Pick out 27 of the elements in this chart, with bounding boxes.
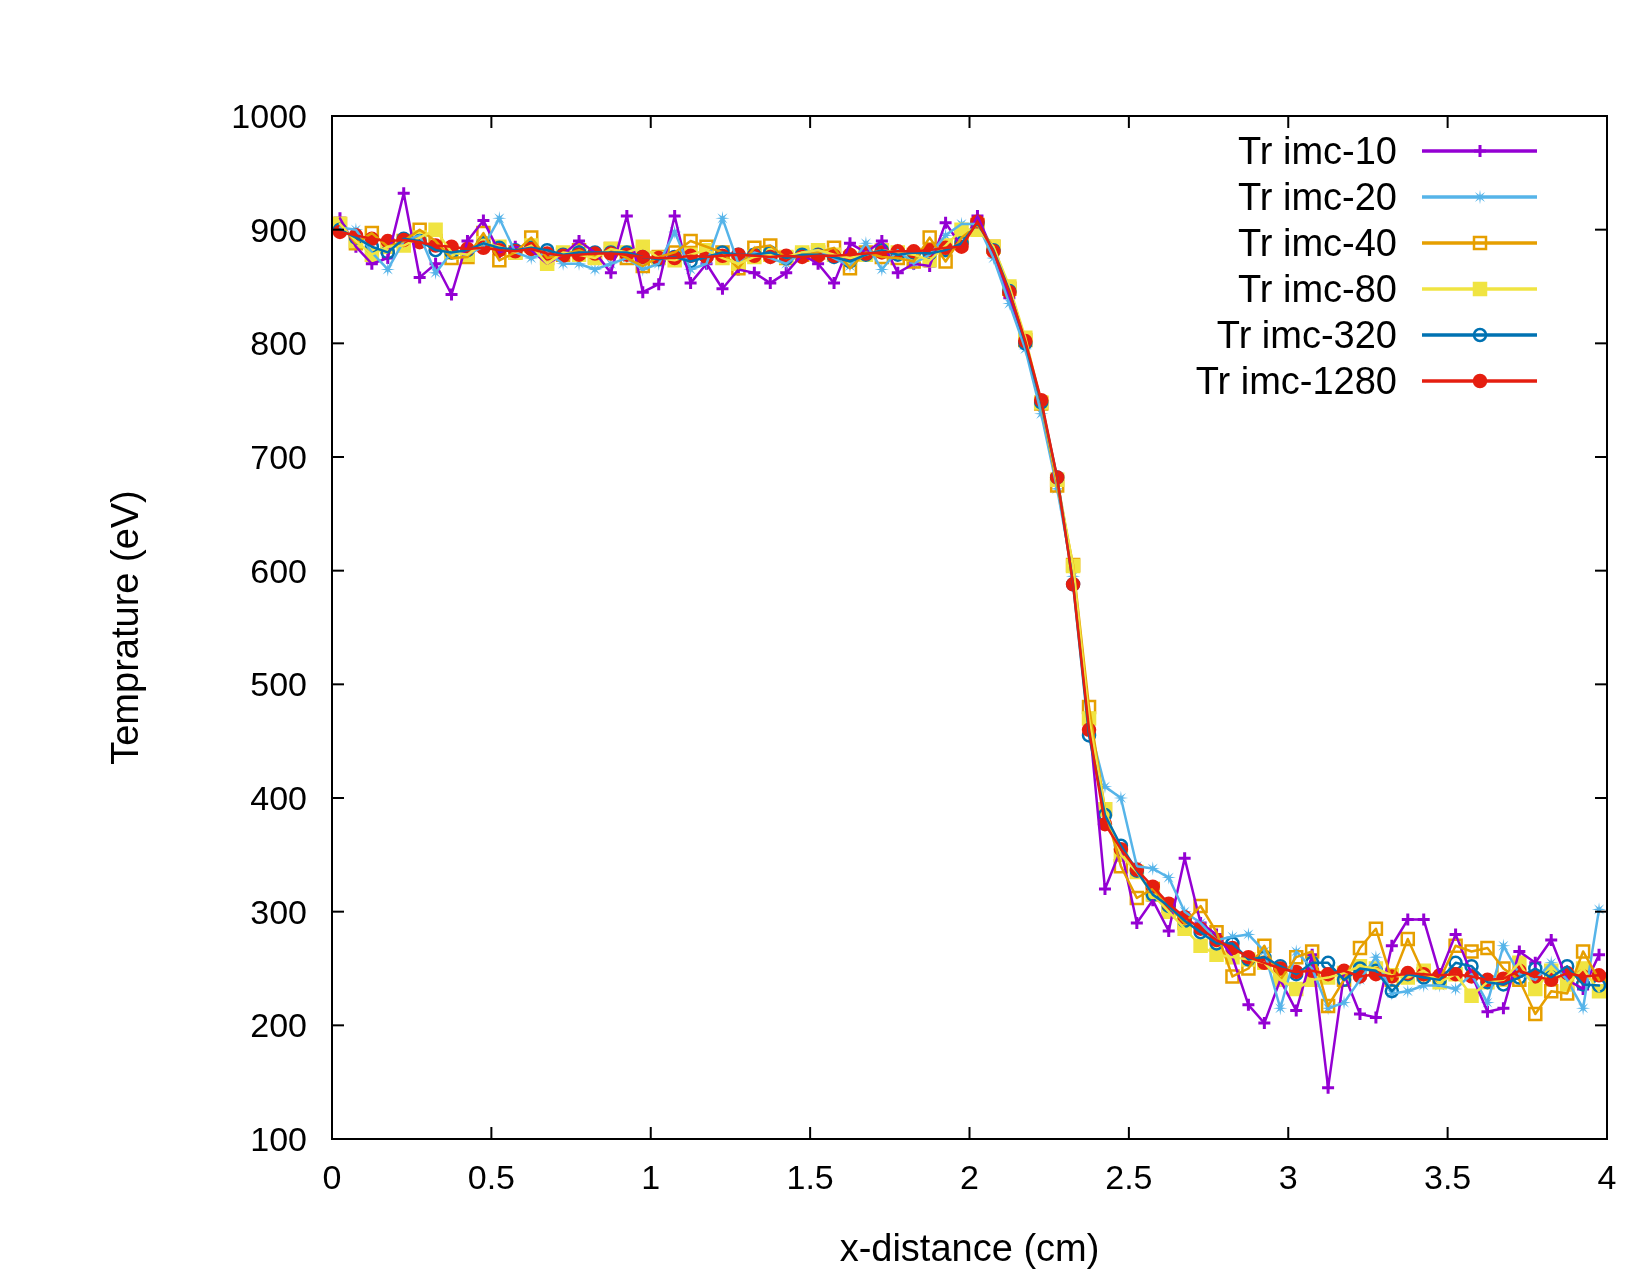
- x-tick-label: 2: [960, 1158, 979, 1196]
- legend-label: Tr imc-40: [1237, 222, 1397, 264]
- x-tick-label: 1.5: [786, 1158, 834, 1196]
- y-tick-label: 200: [250, 1006, 307, 1045]
- x-tick-label: 1: [641, 1158, 661, 1196]
- legend-label: Tr imc-80: [1237, 268, 1397, 310]
- y-tick-label: 700: [250, 438, 307, 476]
- y-tick-label: 100: [250, 1120, 307, 1158]
- legend-label: Tr imc-320: [1216, 314, 1397, 356]
- x-tick-label: 3: [1278, 1158, 1298, 1196]
- x-tick-label: 4: [1597, 1158, 1617, 1196]
- x-tick-label: 0.5: [467, 1158, 516, 1196]
- legend-label: Tr imc-10: [1237, 130, 1397, 172]
- y-tick-label: 600: [250, 551, 307, 590]
- x-tick-label: 0: [322, 1158, 342, 1196]
- y-tick-label: 500: [250, 665, 307, 704]
- y-tick-label: 800: [250, 324, 307, 363]
- x-tick-label: 3.5: [1423, 1158, 1472, 1196]
- y-tick-label: 400: [250, 779, 307, 817]
- y-tick-label: 300: [250, 892, 307, 931]
- legend-label: Tr imc-20: [1237, 176, 1397, 218]
- y-tick-label: 1000: [231, 97, 307, 135]
- y-tick-label: 900: [250, 210, 307, 249]
- y-axis-title: Temprature (eV): [104, 490, 146, 765]
- x-axis-title: x-distance (cm): [839, 1227, 1100, 1269]
- legend-label: Tr imc-1280: [1195, 360, 1397, 402]
- x-tick-label: 2.5: [1105, 1158, 1153, 1196]
